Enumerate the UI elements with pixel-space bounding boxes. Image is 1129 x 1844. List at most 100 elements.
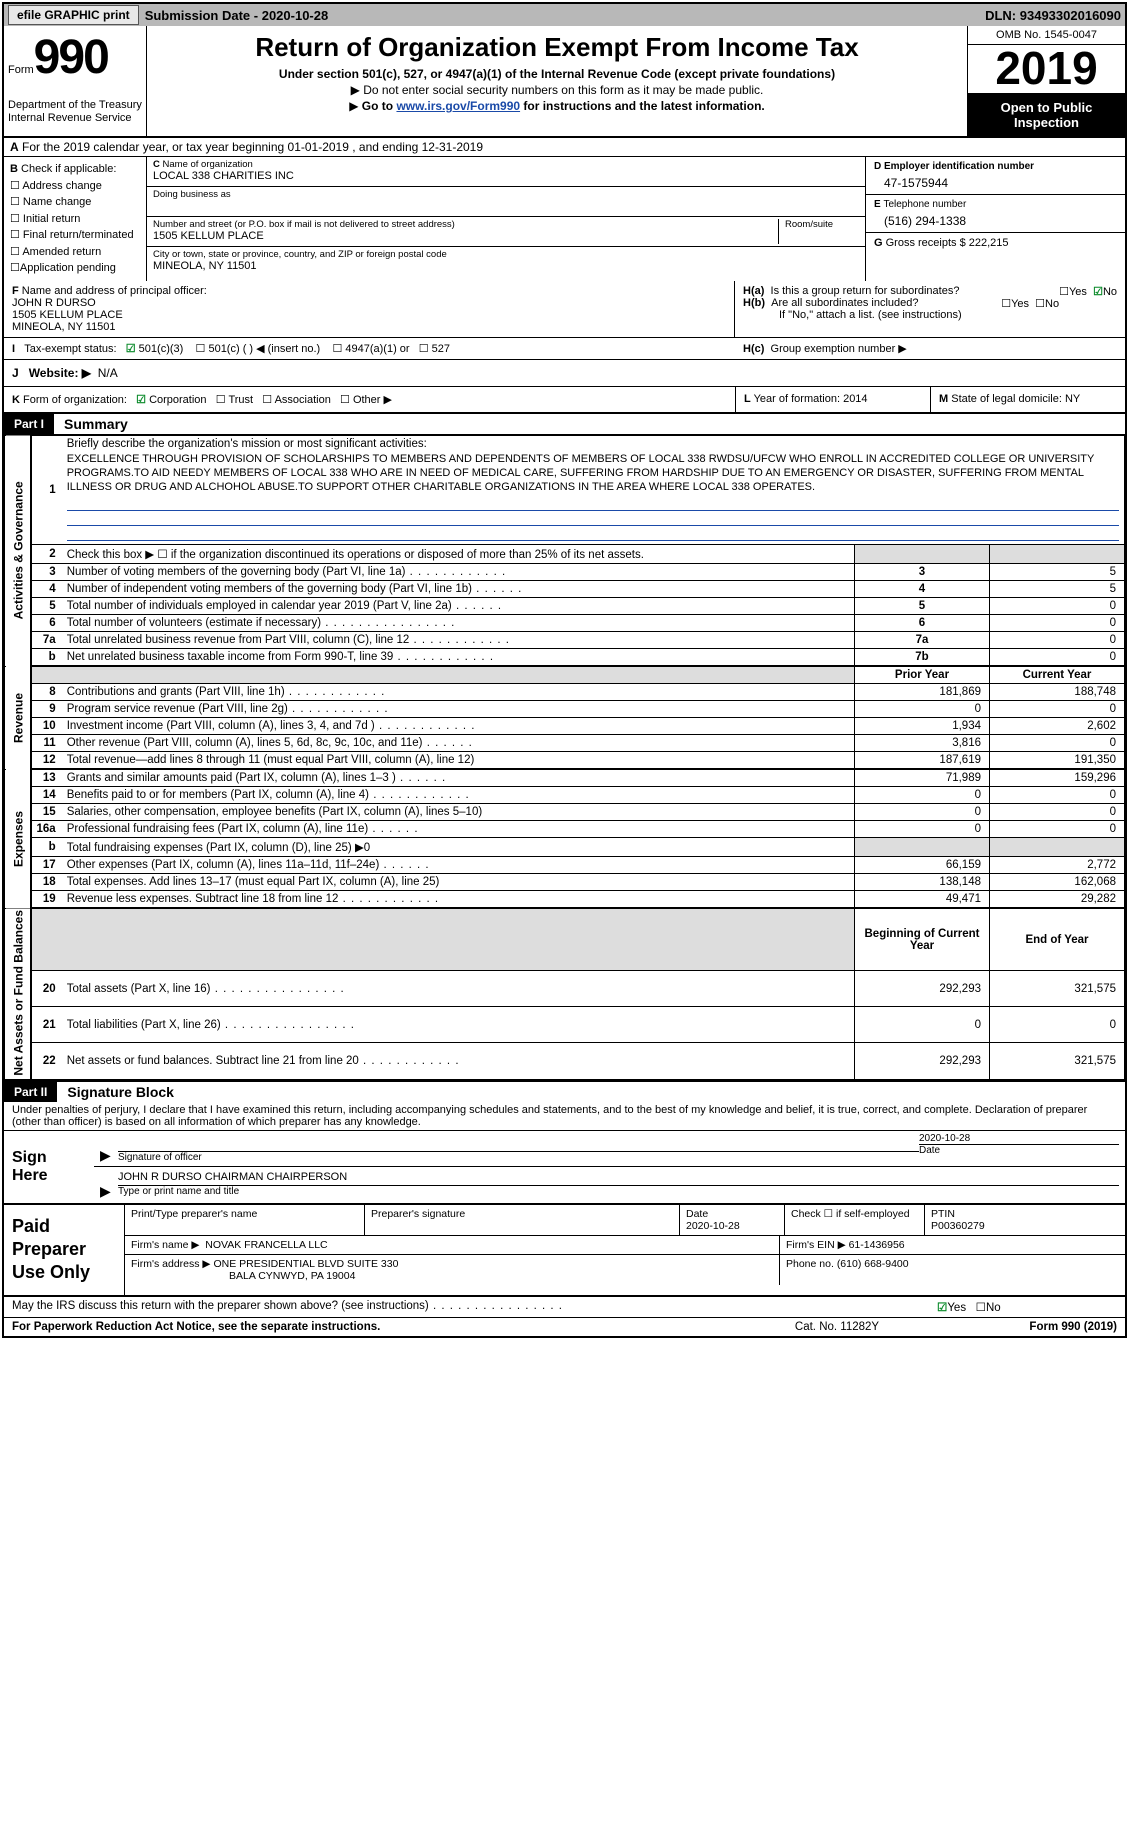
l5-ln: 5 bbox=[855, 598, 990, 615]
opt-corp[interactable]: Corporation bbox=[149, 394, 206, 406]
discuss-yesno: ☑Yes ☐No bbox=[937, 1300, 1117, 1314]
l4-num: 4 bbox=[31, 581, 62, 598]
l18-num: 18 bbox=[31, 874, 62, 891]
section-K: K Form of organization: ☑ Corporation ☐ … bbox=[4, 387, 735, 412]
l20-prior: 292,293 bbox=[855, 971, 990, 1007]
chk-amended-return[interactable]: Amended return bbox=[10, 244, 140, 261]
l15-curr: 0 bbox=[990, 804, 1125, 821]
chk-name-change[interactable]: Name change bbox=[10, 194, 140, 211]
prep-selfemp[interactable]: Check ☐ if self-employed bbox=[785, 1205, 925, 1235]
Hb-yesno: ☐Yes ☐No bbox=[1001, 297, 1059, 310]
prep-name-label: Print/Type preparer's name bbox=[125, 1205, 365, 1235]
discuss-yes[interactable]: Yes bbox=[947, 1302, 966, 1314]
officer-addr2: MINEOLA, NY 11501 bbox=[12, 321, 116, 333]
opt-assoc[interactable]: Association bbox=[275, 394, 331, 406]
addr-label: Number and street (or P.O. box if mail i… bbox=[153, 219, 774, 230]
l3-val: 5 bbox=[990, 564, 1125, 581]
paid-preparer-block: Paid Preparer Use Only Print/Type prepar… bbox=[4, 1205, 1125, 1297]
dln-label: DLN: bbox=[985, 8, 1020, 23]
discuss-no[interactable]: No bbox=[986, 1302, 1001, 1314]
dba-label: Doing business as bbox=[153, 189, 859, 200]
name-arrow-icon: ▶ bbox=[100, 1169, 118, 1200]
Hb-text: Are all subordinates included? bbox=[771, 297, 918, 309]
opt-4947[interactable]: 4947(a)(1) or bbox=[345, 343, 409, 355]
firm-name: NOVAK FRANCELLA LLC bbox=[205, 1239, 327, 1251]
efile-topbar: efile GRAPHIC print Submission Date - 20… bbox=[4, 4, 1125, 26]
l5-desc: Total number of individuals employed in … bbox=[62, 598, 855, 615]
prep-date-lbl: Date bbox=[686, 1208, 708, 1220]
goto-line: Go to www.irs.gov/Form990 for instructio… bbox=[155, 99, 959, 113]
goto-post: for instructions and the latest informat… bbox=[520, 99, 765, 113]
l3-desc: Number of voting members of the governin… bbox=[62, 564, 855, 581]
tax-status-label: Tax-exempt status: bbox=[24, 343, 116, 355]
prep-sig-label: Preparer's signature bbox=[365, 1205, 680, 1235]
side-revenue: Revenue bbox=[5, 666, 31, 769]
l22-desc: Net assets or fund balances. Subtract li… bbox=[62, 1043, 855, 1079]
city-label: City or town, state or province, country… bbox=[153, 249, 859, 260]
firm-phone: (610) 668-9400 bbox=[837, 1258, 909, 1270]
org-name-label: Name of organization bbox=[163, 159, 253, 170]
l9-desc: Program service revenue (Part VIII, line… bbox=[62, 701, 855, 718]
opt-527[interactable]: 527 bbox=[432, 343, 450, 355]
l6-desc: Total number of volunteers (estimate if … bbox=[62, 615, 855, 632]
opt-trust[interactable]: Trust bbox=[228, 394, 253, 406]
l3-num: 3 bbox=[31, 564, 62, 581]
l18-prior: 138,148 bbox=[855, 874, 990, 891]
form-subtitle: Under section 501(c), 527, or 4947(a)(1)… bbox=[155, 67, 959, 81]
l7a-val: 0 bbox=[990, 632, 1125, 649]
summary-table: Activities & Governance 1 Briefly descri… bbox=[4, 435, 1125, 1080]
chk-final-return[interactable]: Final return/terminated bbox=[10, 227, 140, 244]
prep-date-val: 2020-10-28 bbox=[686, 1220, 740, 1232]
officer-label: Name and address of principal officer: bbox=[22, 285, 207, 297]
l12-num: 12 bbox=[31, 752, 62, 770]
l21-prior: 0 bbox=[855, 1007, 990, 1043]
sig-date-col: 2020-10-28 Date bbox=[919, 1133, 1119, 1164]
officer-name: JOHN R DURSO bbox=[12, 297, 96, 309]
form-title: Return of Organization Exempt From Incom… bbox=[155, 32, 959, 63]
tax-year: 2019 bbox=[968, 45, 1125, 94]
section-I: I Tax-exempt status: ☑ 501(c)(3) ☐ 501(c… bbox=[4, 338, 735, 359]
section-J: J Website: ▶ N/A bbox=[4, 360, 735, 386]
Hb-yes[interactable]: Yes bbox=[1011, 298, 1029, 310]
opt-501c3[interactable]: 501(c)(3) bbox=[139, 343, 184, 355]
l22-num: 22 bbox=[31, 1043, 62, 1079]
l20-curr: 321,575 bbox=[990, 971, 1125, 1007]
irs-link[interactable]: www.irs.gov/Form990 bbox=[396, 99, 520, 113]
l14-desc: Benefits paid to or for members (Part IX… bbox=[62, 787, 855, 804]
col-current-year: Current Year bbox=[990, 666, 1125, 684]
street-address: 1505 KELLUM PLACE bbox=[153, 230, 774, 242]
chk-app-pending[interactable]: ☐Application pending bbox=[10, 260, 140, 277]
row-FH: F Name and address of principal officer:… bbox=[4, 281, 1125, 338]
l16a-desc: Professional fundraising fees (Part IX, … bbox=[62, 821, 855, 838]
l13-curr: 159,296 bbox=[990, 769, 1125, 787]
phone-label: Telephone number bbox=[883, 199, 966, 210]
l6-ln: 6 bbox=[855, 615, 990, 632]
line2-checkbox[interactable]: Check this box ▶ ☐ if the organization d… bbox=[62, 545, 855, 564]
opt-other[interactable]: Other ▶ bbox=[353, 394, 392, 406]
l14-curr: 0 bbox=[990, 787, 1125, 804]
l4-ln: 4 bbox=[855, 581, 990, 598]
chk-initial-return[interactable]: Initial return bbox=[10, 211, 140, 228]
l22-prior: 292,293 bbox=[855, 1043, 990, 1079]
form-990-page: efile GRAPHIC print Submission Date - 20… bbox=[2, 2, 1127, 1338]
l14-prior: 0 bbox=[855, 787, 990, 804]
l7a-desc: Total unrelated business revenue from Pa… bbox=[62, 632, 855, 649]
l8-desc: Contributions and grants (Part VIII, lin… bbox=[62, 684, 855, 701]
discuss-text: May the IRS discuss this return with the… bbox=[12, 1300, 429, 1312]
form-ref: Form 990 (2019) bbox=[937, 1321, 1117, 1333]
efile-print-btn[interactable]: efile GRAPHIC print bbox=[8, 5, 139, 25]
chk-address-change[interactable]: Address change bbox=[10, 178, 140, 195]
l21-desc: Total liabilities (Part X, line 26) bbox=[62, 1007, 855, 1043]
col-prior-year: Prior Year bbox=[855, 666, 990, 684]
Ha-yes[interactable]: Yes bbox=[1069, 286, 1087, 298]
col-DEG: D Employer identification number 47-1575… bbox=[865, 157, 1125, 281]
side-expenses: Expenses bbox=[5, 769, 31, 908]
section-H: H(a) Is this a group return for subordin… bbox=[735, 281, 1125, 337]
l9-num: 9 bbox=[31, 701, 62, 718]
sign-here-label: Sign Here bbox=[4, 1131, 94, 1203]
l3-ln: 3 bbox=[855, 564, 990, 581]
mission-label: Briefly describe the organization's miss… bbox=[67, 438, 427, 450]
Ha-no[interactable]: No bbox=[1103, 286, 1117, 298]
opt-501c[interactable]: 501(c) ( ) ◀ (insert no.) bbox=[208, 343, 320, 355]
Hb-no[interactable]: No bbox=[1045, 298, 1059, 310]
